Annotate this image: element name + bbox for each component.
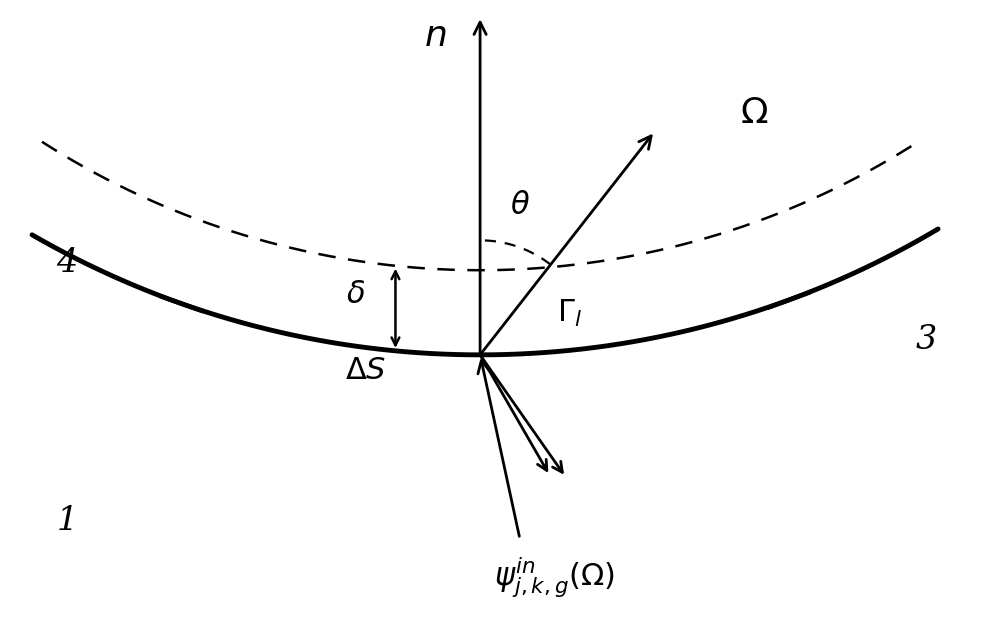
Text: 4: 4: [56, 246, 78, 278]
Text: 1: 1: [56, 505, 78, 537]
Text: 3: 3: [916, 324, 937, 356]
Text: $\Gamma_l$: $\Gamma_l$: [557, 298, 582, 329]
Text: $\Delta S$: $\Delta S$: [345, 355, 386, 387]
Text: $n$: $n$: [424, 19, 447, 53]
Text: $\psi_{j,k,g}^{in}(\Omega)$: $\psi_{j,k,g}^{in}(\Omega)$: [494, 556, 615, 600]
Text: $\theta$: $\theta$: [510, 190, 530, 221]
Text: $\delta$: $\delta$: [346, 279, 365, 310]
Text: $\Omega$: $\Omega$: [740, 96, 768, 130]
